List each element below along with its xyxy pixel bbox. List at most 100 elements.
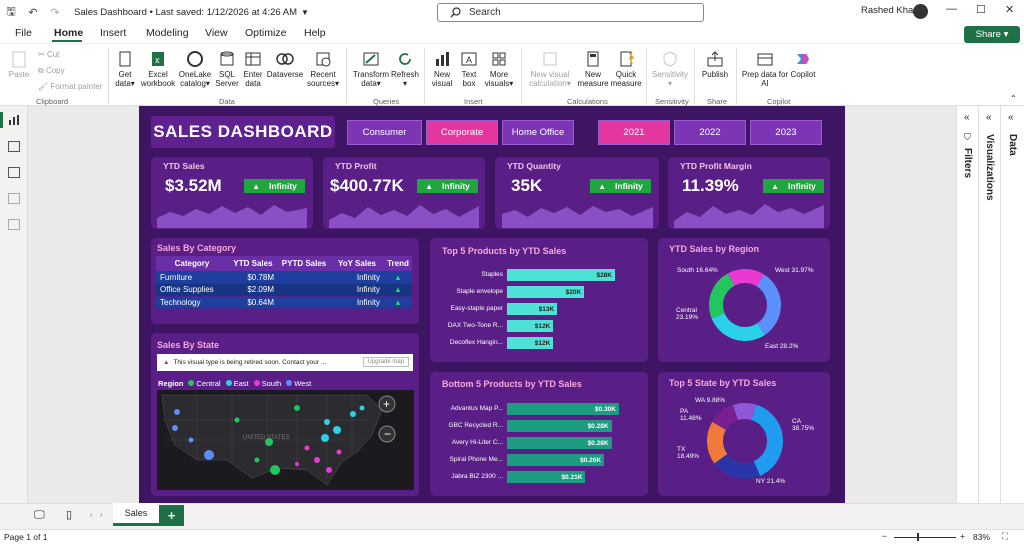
cut-button[interactable]: ✂ Cut — [38, 50, 60, 59]
zoom-out-icon[interactable]: − — [882, 531, 887, 541]
collapse-icon[interactable]: « — [1008, 112, 1014, 123]
undo-icon[interactable]: ↶ — [28, 7, 38, 19]
chevron-down-icon[interactable]: ▼ — [301, 8, 309, 17]
donut-slice-tx[interactable] — [707, 421, 728, 464]
format-painter-button[interactable]: 🖌 Format painter — [38, 82, 103, 91]
collapse-ribbon-icon[interactable]: ⌃ — [1010, 94, 1017, 103]
onelake-catalog-button[interactable]: OneLake catalog▾ — [178, 50, 212, 88]
copilot-button[interactable]: Copilot — [788, 50, 818, 79]
menu-file[interactable]: File — [15, 27, 32, 39]
donut-slice-wa[interactable] — [733, 403, 757, 421]
minimize-icon[interactable]: — — [946, 3, 957, 15]
paste-button[interactable]: Paste — [8, 50, 30, 79]
segment-corporate[interactable]: Corporate — [426, 120, 498, 145]
menu-view[interactable]: View — [205, 27, 228, 39]
donut-slice-ca[interactable] — [751, 404, 783, 476]
get-data-button[interactable]: Get data▾ — [112, 50, 138, 88]
new-measure-button[interactable]: New measure — [576, 50, 610, 88]
column-header[interactable]: YTD Sales — [228, 256, 278, 271]
excel-workbook-button[interactable]: x Excel workbook — [138, 50, 178, 88]
donut-slice-central[interactable] — [709, 273, 735, 319]
year-2022[interactable]: 2022 — [674, 120, 746, 145]
tmdl-view-icon[interactable] — [8, 219, 20, 230]
table-row[interactable]: Office Supplies $2.09M Infinity ▲ — [156, 283, 412, 297]
copy-button[interactable]: ⧉ Copy — [38, 66, 65, 75]
column-header[interactable]: PYTD Sales — [278, 256, 330, 271]
desktop-layout-icon[interactable]: 🖵 — [34, 509, 45, 521]
filters-pane[interactable]: « ⛉ Filters — [956, 106, 978, 503]
donut-slice-east[interactable] — [711, 313, 765, 341]
column-header[interactable]: Category — [156, 256, 228, 271]
close-icon[interactable]: ✕ — [1005, 4, 1015, 16]
column-header[interactable]: YoY Sales — [330, 256, 384, 271]
bar[interactable]: $28K — [507, 269, 615, 281]
new-visual-button[interactable]: New visual — [428, 50, 456, 88]
bar[interactable]: $0.30K — [507, 403, 619, 415]
sql-server-button[interactable]: SQL Server — [214, 50, 240, 88]
us-map[interactable]: + − UNITED STATES — [157, 390, 414, 490]
zoom-slider[interactable] — [894, 537, 956, 538]
page-tab-sales[interactable]: Sales — [113, 503, 159, 526]
menu-insert[interactable]: Insert — [100, 27, 127, 39]
prep-data-ai-button[interactable]: Prep data for AI — [738, 50, 792, 88]
transform-data-button[interactable]: Transform data▾ — [352, 50, 390, 88]
mobile-layout-icon[interactable]: ▯ — [66, 509, 73, 521]
refresh-button[interactable]: Refresh ▾ — [390, 50, 420, 88]
collapse-icon[interactable]: « — [964, 112, 970, 123]
sales-by-region-panel[interactable] — [658, 238, 830, 362]
year-2023[interactable]: 2023 — [750, 120, 822, 145]
new-visual-calculation-button[interactable]: New visual calculation▾ — [525, 50, 575, 88]
redo-icon[interactable]: ↷ — [50, 7, 60, 19]
maximize-icon[interactable]: ☐ — [976, 4, 986, 16]
sensitivity-button[interactable]: Sensitivity ▾ — [650, 50, 690, 88]
prev-page-icon[interactable]: ‹ — [90, 510, 93, 519]
donut-slice-pa[interactable] — [712, 404, 739, 430]
search-input[interactable]: Search — [437, 3, 704, 22]
publish-button[interactable]: Publish — [698, 50, 732, 79]
legend-item[interactable]: East — [225, 379, 249, 388]
dataverse-button[interactable]: Dataverse — [266, 50, 304, 79]
legend-item[interactable]: West — [286, 379, 311, 388]
segment-consumer[interactable]: Consumer — [347, 120, 422, 145]
report-view-icon[interactable] — [8, 114, 20, 126]
bar[interactable]: $0.28K — [507, 437, 612, 449]
enter-data-button[interactable]: Enter data — [240, 50, 266, 88]
avatar[interactable] — [913, 4, 928, 19]
collapse-icon[interactable]: « — [986, 112, 992, 123]
visualizations-pane[interactable]: « Visualizations — [978, 106, 1000, 503]
category-table[interactable]: Category YTD Sales PYTD Sales YoY Sales … — [156, 256, 412, 309]
bar[interactable]: $0.28K — [507, 420, 612, 432]
bar[interactable]: $12K — [507, 337, 554, 349]
next-page-icon[interactable]: › — [100, 510, 103, 519]
zoom-slider-thumb[interactable] — [917, 533, 919, 541]
column-header[interactable]: Trend — [384, 256, 412, 271]
text-box-button[interactable]: A Text box — [456, 50, 482, 88]
bar[interactable]: $0.26K — [507, 454, 605, 466]
quick-measure-button[interactable]: Quick measure — [610, 50, 642, 88]
bar[interactable]: $0.21K — [507, 471, 586, 483]
fit-page-icon[interactable]: ⛶ — [1002, 531, 1008, 541]
more-visuals-button[interactable]: More visuals▾ — [482, 50, 516, 88]
dax-query-view-icon[interactable] — [8, 193, 20, 204]
year-2021[interactable]: 2021 — [598, 120, 670, 145]
add-page-button[interactable]: + — [159, 505, 184, 526]
table-view-icon[interactable] — [8, 141, 20, 152]
menu-help[interactable]: Help — [304, 27, 326, 39]
save-icon[interactable]: 🖫 — [6, 6, 16, 18]
bar[interactable]: $13K — [507, 303, 558, 315]
table-row[interactable]: Technology $0.64M Infinity ▲ — [156, 296, 412, 309]
model-view-icon[interactable] — [8, 167, 20, 178]
data-pane[interactable]: « Data — [1000, 106, 1024, 503]
donut-slice-south[interactable] — [727, 269, 764, 287]
donut-slice-ny[interactable] — [714, 454, 761, 479]
document-title[interactable]: Sales Dashboard • Last saved: 1/12/2026 … — [74, 7, 298, 18]
menu-home[interactable]: Home — [54, 27, 84, 39]
recent-sources-button[interactable]: Recent sources▾ — [304, 50, 342, 88]
donut-slice-west[interactable] — [756, 274, 781, 336]
menu-optimize[interactable]: Optimize — [245, 27, 287, 39]
share-button[interactable]: Share ▾ — [964, 26, 1020, 43]
table-row[interactable]: Furniture $0.78M Infinity ▲ — [156, 271, 412, 284]
bar[interactable]: $20K — [507, 286, 585, 298]
segment-home-office[interactable]: Home Office — [502, 120, 574, 145]
bar[interactable]: $12K — [507, 320, 554, 332]
